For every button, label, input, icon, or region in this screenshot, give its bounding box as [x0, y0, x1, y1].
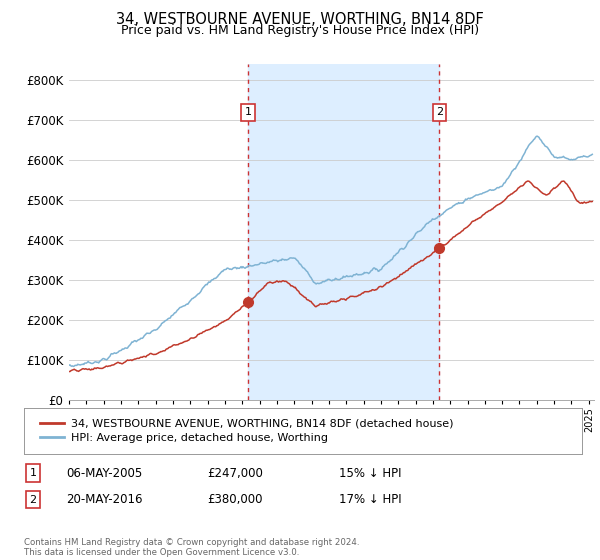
Text: 2: 2: [436, 108, 443, 118]
Text: 1: 1: [29, 468, 37, 478]
Text: £247,000: £247,000: [207, 466, 263, 480]
Text: Price paid vs. HM Land Registry's House Price Index (HPI): Price paid vs. HM Land Registry's House …: [121, 24, 479, 36]
Text: 06-MAY-2005: 06-MAY-2005: [66, 466, 142, 480]
Text: 17% ↓ HPI: 17% ↓ HPI: [339, 493, 401, 506]
Text: Contains HM Land Registry data © Crown copyright and database right 2024.
This d: Contains HM Land Registry data © Crown c…: [24, 538, 359, 557]
Text: £380,000: £380,000: [207, 493, 263, 506]
Text: 34, WESTBOURNE AVENUE, WORTHING, BN14 8DF: 34, WESTBOURNE AVENUE, WORTHING, BN14 8D…: [116, 12, 484, 27]
Text: 15% ↓ HPI: 15% ↓ HPI: [339, 466, 401, 480]
Bar: [248, 64, 439, 400]
Text: 1: 1: [245, 108, 252, 118]
Text: 2: 2: [29, 494, 37, 505]
Text: 20-MAY-2016: 20-MAY-2016: [66, 493, 143, 506]
Legend: 34, WESTBOURNE AVENUE, WORTHING, BN14 8DF (detached house), HPI: Average price, : 34, WESTBOURNE AVENUE, WORTHING, BN14 8D…: [35, 414, 458, 447]
